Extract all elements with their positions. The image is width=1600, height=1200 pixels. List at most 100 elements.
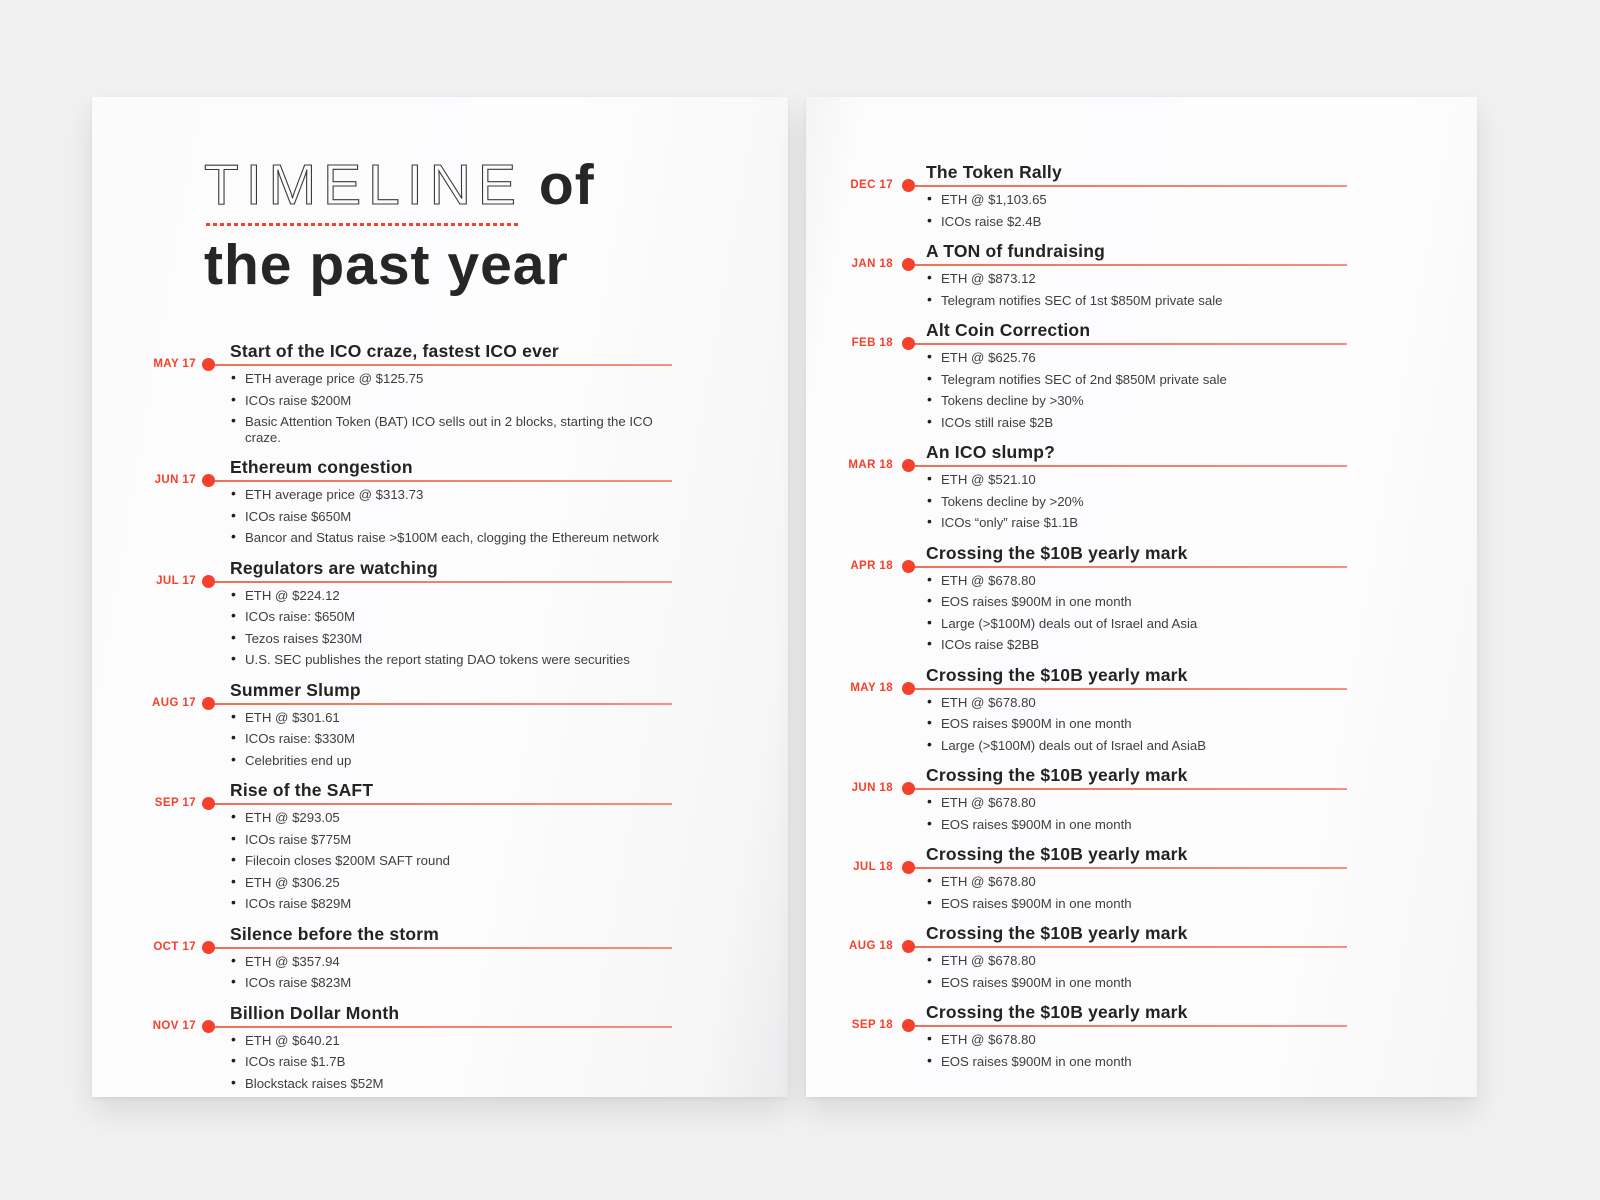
timeline-entry: An ICO slump? MAR 18 ETH @ $521.10 Tokens… (806, 441, 1347, 531)
bullet-item: ETH average price @ $125.75 (230, 370, 672, 387)
page-right: The Token Rally DEC 17 ETH @ $1,103.65 IC… (806, 97, 1477, 1097)
timeline-dot-icon (901, 559, 915, 573)
timeline-entry: Billion Dollar Month NOV 17 ETH @ $640.2… (92, 1002, 672, 1092)
timeline-dot-icon (901, 681, 915, 695)
entry-bullets: ETH @ $678.80 EOS raises $900M in one mon… (926, 572, 1347, 653)
entry-date: MAY 18 (850, 681, 893, 694)
entry-bullets: ETH average price @ $313.73 ICOs raise $6… (230, 486, 672, 546)
entry-title: Crossing the $10B yearly mark (926, 765, 1188, 785)
bullet-item: Tokens decline by >20% (926, 493, 1347, 510)
document-title: TIMELINE of the past year (203, 153, 788, 294)
entry-bullets: ETH @ $521.10 Tokens decline by >20% ICOs … (926, 471, 1347, 531)
bullet-item: EOS raises $900M in one month (926, 974, 1347, 991)
timeline-dot-icon (901, 179, 915, 192)
bullet-item: Telegram notifies SEC of 1st $850M priva… (926, 292, 1347, 309)
entry-date: SEP 17 (154, 797, 196, 809)
bullet-item: Large (>$100M) deals out of Israel and A… (926, 737, 1347, 754)
timeline-rule (908, 788, 1347, 790)
entry-title: Crossing the $10B yearly mark (926, 542, 1188, 563)
bullet-item: ETH @ $625.76 (926, 349, 1347, 366)
timeline-rule (208, 480, 672, 482)
bullet-item: ICOs raise $829M (230, 895, 672, 912)
timeline-entry: Summer Slump AUG 17 ETH @ $301.61 ICOs ra… (92, 679, 672, 769)
entry-title: Silence before the storm (230, 923, 440, 944)
bullet-item: ICOs raise $775M (230, 831, 672, 848)
entry-bullets: ETH @ $678.80 EOS raises $900M in one mon… (926, 694, 1347, 754)
bullet-item: ETH @ $678.80 (926, 873, 1347, 890)
timeline-dot-icon (901, 258, 915, 271)
timeline-rule (908, 867, 1347, 869)
timeline-entry: Crossing the $10B yearly mark MAY 18 ETH… (806, 664, 1347, 754)
timeline-entry: A TON of fundraising JAN 18 ETH @ $873.1… (806, 240, 1347, 308)
bullet-item: ETH @ $301.61 (230, 709, 672, 726)
bullet-item: ETH @ $678.80 (926, 1031, 1347, 1048)
bullet-item: EOS raises $900M in one month (926, 593, 1347, 610)
entry-date: SEP 18 (851, 1019, 893, 1031)
timeline-rule (908, 264, 1347, 266)
timeline-rule (908, 465, 1347, 467)
bullet-item: ICOs raise $2BB (926, 636, 1347, 653)
bullet-item: ETH @ $678.80 (926, 694, 1347, 711)
timeline-rule (908, 1025, 1347, 1027)
timeline-entry: The Token Rally DEC 17 ETH @ $1,103.65 IC… (806, 161, 1347, 229)
entry-date: AUG 18 (849, 940, 893, 952)
entry-bullets: ETH @ $678.80 EOS raises $900M in one mon… (926, 1031, 1347, 1069)
bullet-item: ICOs raise $2.4B (926, 213, 1347, 230)
timeline-dot-icon (901, 940, 915, 953)
bullet-item: ICOs still raise $2B (926, 414, 1347, 431)
timeline-entry: Crossing the $10B yearly mark SEP 18 ETH… (806, 1001, 1347, 1069)
page-spread: TIMELINE of the past year Start of the I… (92, 97, 1477, 1097)
entry-title: A TON of fundraising (926, 241, 1105, 261)
bullet-item: ETH @ $678.80 (926, 572, 1347, 589)
entry-bullets: ETH @ $357.94 ICOs raise $823M (230, 953, 672, 991)
timeline-entry: Crossing the $10B yearly mark JUL 18 ETH… (806, 843, 1347, 911)
entry-date: APR 18 (850, 559, 893, 572)
timeline-rule (908, 185, 1347, 187)
bullet-item: ETH @ $678.80 (926, 794, 1347, 811)
bullet-item: ICOs raise $200M (230, 392, 672, 409)
bullet-item: ETH @ $293.05 (230, 809, 672, 826)
entry-bullets: ETH @ $873.12 Telegram notifies SEC of 1s… (926, 270, 1347, 309)
timeline-dot-icon (901, 459, 915, 472)
entry-date: JUL 17 (156, 574, 196, 587)
bullet-item: U.S. SEC publishes the report stating DA… (230, 651, 672, 668)
entry-date: JUN 18 (851, 782, 893, 794)
timeline-entry: Silence before the storm OCT 17 ETH @ $3… (92, 923, 672, 991)
entry-title: Regulators are watching (230, 557, 438, 578)
entry-title: Start of the ICO craze, fastest ICO ever (230, 341, 559, 361)
entry-date: NOV 17 (152, 1019, 196, 1032)
title-word-of: of (538, 153, 595, 217)
timeline-rule (908, 946, 1347, 948)
entry-date: MAR 18 (848, 459, 893, 471)
entry-title: The Token Rally (926, 162, 1062, 182)
timeline-entry: Crossing the $10B yearly mark JUN 18 ETH… (806, 764, 1347, 832)
bullet-item: ETH @ $224.12 (230, 587, 672, 604)
bullet-item: Filecoin closes $200M SAFT round (230, 852, 672, 869)
timeline-entry: Rise of the SAFT SEP 17 ETH @ $293.05 ICO… (92, 779, 672, 912)
timeline-rule (208, 364, 672, 366)
bullet-item: ICOs “only” raise $1.1B (926, 514, 1347, 531)
entry-bullets: ETH @ $301.61 ICOs raise: $330M Celebritie… (230, 709, 672, 769)
timeline-dot-icon (201, 940, 215, 954)
bullet-item: Large (>$100M) deals out of Israel and A… (926, 615, 1347, 632)
entry-date: JAN 18 (851, 258, 893, 270)
timeline-dot-icon (201, 574, 215, 588)
entry-title: Rise of the SAFT (230, 780, 374, 800)
timeline-rule (908, 687, 1347, 690)
timeline-dot-icon (201, 696, 215, 710)
timeline-rule (908, 565, 1347, 568)
bullet-item: Bancor and Status raise >$100M each, clo… (230, 529, 672, 546)
entry-date: OCT 17 (153, 940, 196, 953)
bullet-item: ICOs raise: $330M (230, 730, 672, 747)
timeline-entries-right: The Token Rally DEC 17 ETH @ $1,103.65 IC… (806, 161, 1347, 1069)
timeline-entry: Start of the ICO craze, fastest ICO ever… (92, 340, 672, 445)
entry-date: MAY 17 (153, 358, 196, 370)
timeline-entry: Crossing the $10B yearly mark AUG 18 ETH… (806, 922, 1347, 990)
bullet-item: Basic Attention Token (BAT) ICO sells ou… (230, 413, 672, 445)
timeline-dot-icon (901, 782, 915, 795)
bullet-item: ETH @ $306.25 (230, 874, 672, 891)
timeline-rule (908, 343, 1347, 345)
bullet-item: Blockstack raises $52M (230, 1075, 672, 1092)
timeline-entry: Regulators are watching JUL 17 ETH @ $22… (92, 557, 672, 668)
bullet-item: ICOs raise: $650M (230, 608, 672, 625)
